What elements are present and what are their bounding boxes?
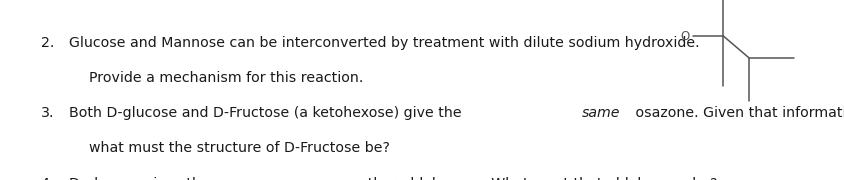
Text: osazone. Given that information,: osazone. Given that information, bbox=[630, 106, 844, 120]
Text: 2.: 2. bbox=[41, 36, 54, 50]
Text: same: same bbox=[581, 106, 619, 120]
Text: O: O bbox=[679, 30, 689, 42]
Text: 4.: 4. bbox=[41, 177, 54, 180]
Text: what must the structure of D-Fructose be?: what must the structure of D-Fructose be… bbox=[89, 141, 389, 156]
Text: Both D-glucose and D-Fructose (a ketohexose) give the: Both D-glucose and D-Fructose (a ketohex… bbox=[69, 106, 466, 120]
Text: 3.: 3. bbox=[41, 106, 54, 120]
Text: Glucose and Mannose can be interconverted by treatment with dilute sodium hydrox: Glucose and Mannose can be interconverte… bbox=[69, 36, 699, 50]
Text: Provide a mechanism for this reaction.: Provide a mechanism for this reaction. bbox=[89, 71, 363, 85]
Text: D-glucose gives the same osazone as another aldohexose. What must that aldohexos: D-glucose gives the same osazone as anot… bbox=[69, 177, 717, 180]
